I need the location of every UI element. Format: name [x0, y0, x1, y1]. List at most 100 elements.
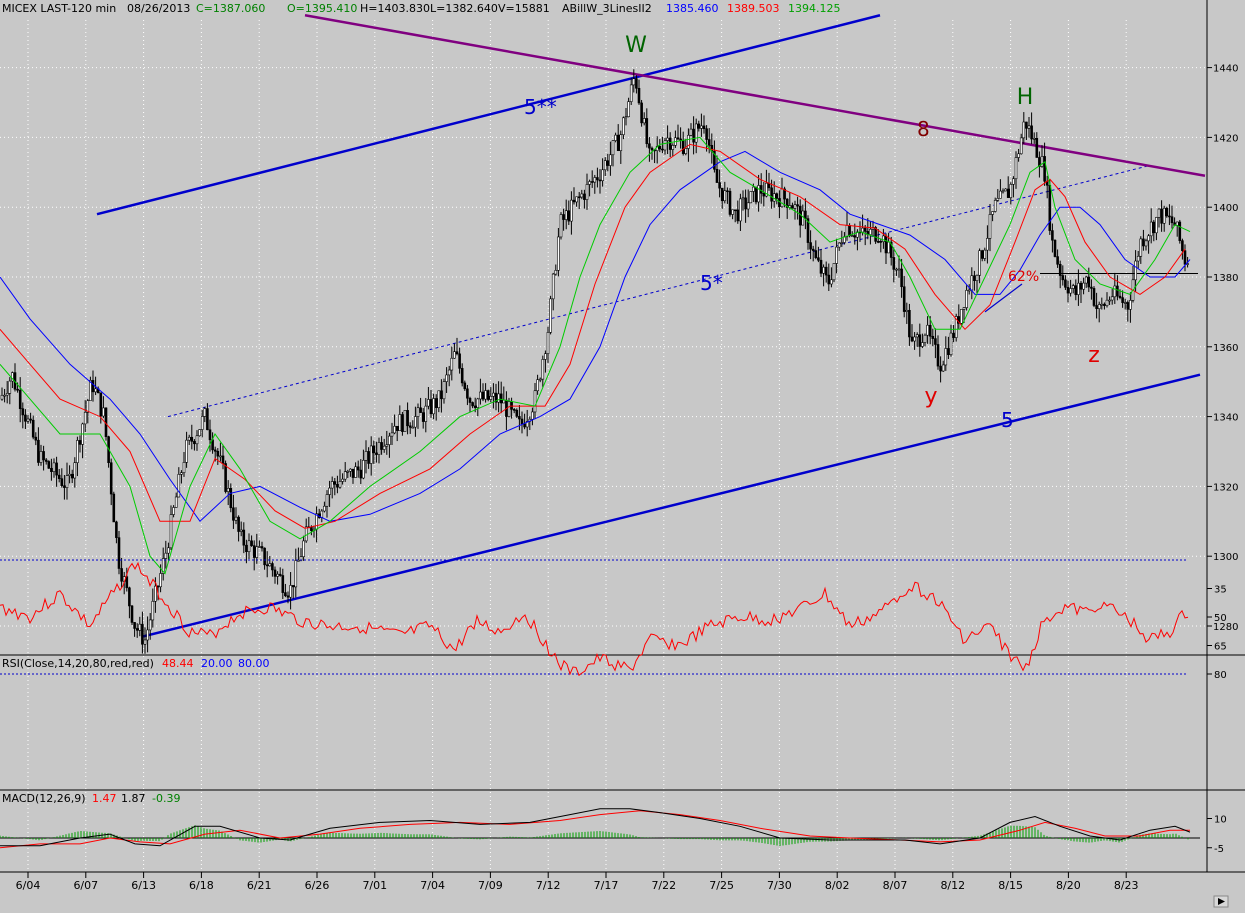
label-H: H: [1017, 85, 1034, 110]
candle-body: [986, 238, 989, 251]
candle-body: [414, 416, 417, 428]
candle-body: [988, 214, 992, 239]
candle-body: [954, 316, 958, 338]
candle-body: [619, 134, 623, 151]
macd-axis: 10 -5: [1207, 815, 1227, 855]
candle-body: [596, 177, 599, 181]
candle-body: [814, 250, 818, 258]
candle-body: [1025, 121, 1028, 129]
candle-body: [1170, 216, 1174, 224]
candle-body: [676, 137, 680, 140]
candle-body: [918, 334, 922, 347]
candle-body: [759, 185, 763, 194]
candle-body: [1038, 157, 1041, 167]
candle-body: [1022, 121, 1026, 139]
candle-body: [442, 381, 446, 400]
candle-body: [16, 388, 19, 391]
candle-body: [154, 585, 157, 602]
candle-body: [216, 450, 220, 457]
candle-body: [1152, 221, 1156, 234]
candle-body: [177, 474, 181, 498]
candle-body: [252, 545, 256, 558]
candle-body: [533, 390, 537, 413]
candle-body: [1048, 184, 1052, 231]
candle-body: [86, 400, 90, 413]
candle-body: [817, 257, 820, 261]
rsi-tick-label: 50: [1214, 613, 1227, 624]
candle-body: [78, 440, 82, 445]
candle-body: [1027, 125, 1031, 129]
candle-body: [697, 123, 701, 129]
candle-body: [427, 399, 430, 407]
candle-body: [559, 214, 563, 238]
candle-body: [1121, 297, 1124, 303]
label-5: 5: [1001, 408, 1014, 432]
candle-body: [775, 193, 779, 199]
candle-body: [406, 410, 409, 427]
candle-body: [1074, 285, 1078, 295]
candle-body: [668, 137, 672, 150]
candle-body: [603, 160, 607, 171]
candle-body: [234, 516, 238, 521]
candle-body: [577, 196, 581, 199]
candle-body: [76, 440, 79, 463]
candle-body: [884, 235, 888, 254]
candle-body: [874, 227, 877, 242]
candle-body: [258, 546, 261, 548]
candle-body: [445, 374, 448, 382]
candle-body: [999, 190, 1002, 199]
label-62-percent: 62%: [1008, 269, 1039, 285]
candle-body: [1087, 276, 1091, 288]
candle-body: [791, 205, 794, 209]
candle-body: [1160, 208, 1163, 224]
scroll-right-button[interactable]: [1213, 895, 1229, 908]
candle-body: [21, 408, 25, 416]
ma-blue-line: [0, 150, 1191, 523]
price-tick-label: 1440: [1213, 64, 1238, 75]
candle-body: [494, 392, 498, 403]
candle-body: [473, 405, 477, 408]
candle-body: [702, 125, 706, 130]
candle-body: [1144, 240, 1148, 247]
candle-body: [991, 211, 994, 215]
candle-body: [221, 455, 225, 464]
candle-body: [913, 336, 916, 342]
candle-body: [1069, 288, 1072, 294]
candle-body: [286, 595, 290, 598]
candle-body: [837, 242, 841, 248]
candle-body: [429, 399, 433, 415]
candle-body: [889, 241, 893, 258]
macd-signal-line: [0, 810, 1190, 849]
candle-body: [336, 484, 339, 488]
candle-body: [648, 143, 651, 149]
price-axis: 1280 1300 1320 1340 1360 1380 1400 1420 1440: [1207, 64, 1238, 633]
candle-body: [562, 214, 565, 220]
candle-body: [1043, 156, 1046, 182]
candle-body: [187, 436, 191, 441]
candle-body: [830, 279, 833, 285]
candle-body: [926, 324, 929, 336]
candle-body: [304, 526, 308, 542]
channel-upper-line: [96, 14, 881, 216]
candle-body: [481, 391, 485, 400]
candle-body: [1001, 190, 1005, 193]
candle-body: [1053, 239, 1057, 257]
candle-body: [832, 263, 836, 281]
candle-body: [1155, 217, 1158, 234]
candle-body: [377, 442, 381, 455]
candle-body: [47, 461, 51, 469]
candle-body: [726, 190, 729, 193]
candle-body: [1118, 295, 1122, 298]
candle-body: [239, 529, 243, 532]
candle-body: [471, 402, 474, 407]
candle-body: [99, 392, 103, 417]
candle-body: [941, 364, 945, 372]
candle-body: [1126, 302, 1130, 310]
price-tick-label: 1280: [1213, 622, 1238, 633]
rsi-high: 80.00: [238, 657, 270, 670]
candle-body: [291, 585, 295, 588]
candle-body: [479, 391, 482, 400]
candle-body: [180, 472, 183, 475]
date-tick-label: 7/25: [709, 879, 734, 892]
